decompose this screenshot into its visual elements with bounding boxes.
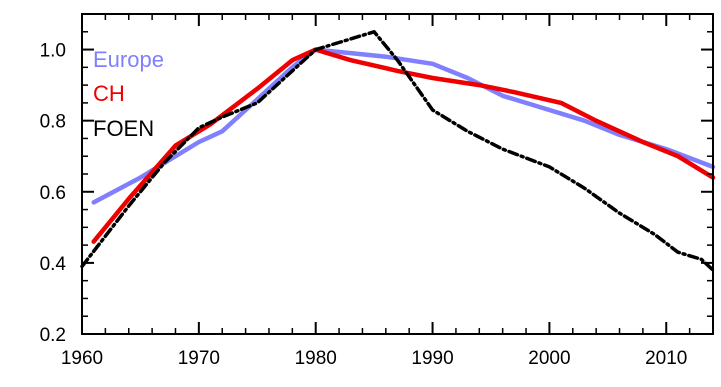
x-tick-label: 2000 [528, 348, 570, 369]
series-layer [80, 30, 716, 272]
y-tick-label: 1.0 [40, 41, 66, 62]
y-tick-label: 0.6 [40, 183, 66, 204]
x-tick-label: 2010 [645, 348, 687, 369]
y-tick-label: 0.4 [40, 254, 67, 275]
x-tick-label: 1990 [411, 348, 453, 369]
x-tick-label: 1980 [295, 348, 337, 369]
legend-label-ch: CH [93, 81, 125, 106]
x-tick-label: 1960 [61, 348, 103, 369]
x-tick-label: 1970 [178, 348, 220, 369]
series-line-europe [91, 47, 716, 205]
legend-label-europe: Europe [93, 47, 164, 72]
axis-layer: 1960 1970 1980 1990 2000 2010 0.2 0.4 0.6 0.8 1.0 [40, 13, 714, 369]
legend: Europe CH FOEN [93, 47, 164, 141]
plot-frame [81, 13, 714, 335]
series-line-foen [80, 30, 715, 272]
y-tick-label: 0.2 [40, 325, 66, 346]
y-tick-label: 0.8 [40, 112, 66, 133]
legend-label-foen: FOEN [93, 116, 154, 141]
series-line-ch [91, 47, 716, 244]
